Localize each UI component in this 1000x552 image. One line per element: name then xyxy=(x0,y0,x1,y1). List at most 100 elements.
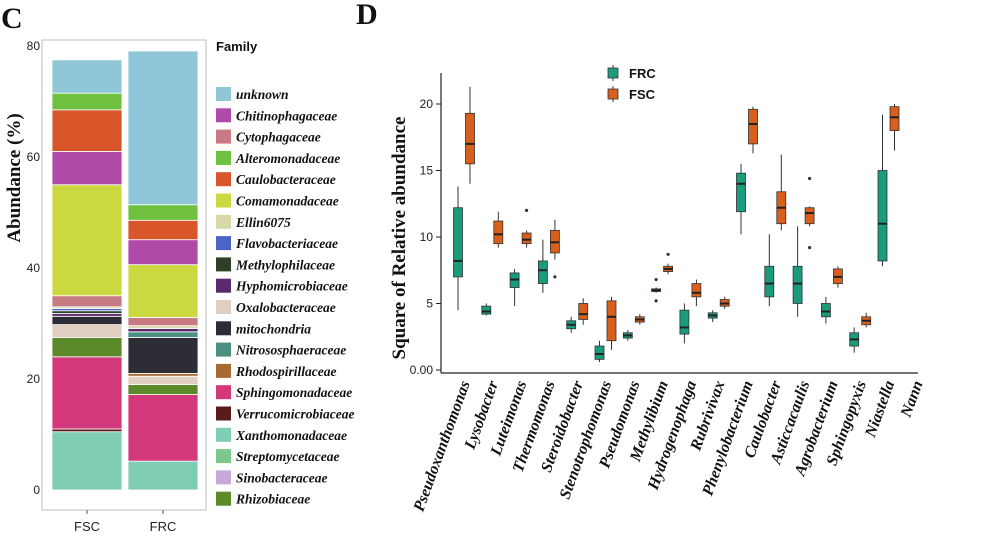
box-stenotrophomonas-frc xyxy=(594,345,605,360)
panel-d-y-tick-label: 10 xyxy=(420,230,434,244)
legend-label-unknown: unknown xyxy=(236,87,289,102)
legend-swatch-methylophilaceae xyxy=(216,257,231,272)
panel-d-letter: D xyxy=(356,0,378,31)
legend-label-streptomycetaceae: Streptomycetaceae xyxy=(236,449,339,464)
box-hydrogenophaga-frc xyxy=(679,309,690,335)
outlier-asticcacaulis-fsc xyxy=(808,176,812,181)
legend-label-comamonadaceae: Comamonadaceae xyxy=(236,194,339,209)
panel-c-y-tick-label: 0 xyxy=(33,483,40,497)
box-niastella-frc xyxy=(877,170,888,262)
box-lysobacter-fsc xyxy=(493,220,504,245)
box-luteimonas-fsc xyxy=(521,232,532,245)
legend-swatch-unknown xyxy=(216,87,231,101)
bar-segment-frc-sphingomonadaceae xyxy=(127,394,199,462)
box-agrobacterium-frc xyxy=(821,303,831,318)
legend-label-ellin6075: Ellin6075 xyxy=(235,215,291,230)
panel-c-letter: C xyxy=(1,2,23,35)
legend-label-rhizobiaceae: Rhizobiaceae xyxy=(235,492,310,507)
genus-label-nann: Nann xyxy=(897,378,926,420)
legend-label-cytophagaceae: Cytophagaceae xyxy=(236,130,321,145)
legend-label-flavobacteriaceae: Flavobacteriaceae xyxy=(235,236,338,251)
bar-segment-fsc-xanthomonadaceae xyxy=(51,431,123,491)
bar-segment-fsc-mitochondria xyxy=(51,315,123,326)
bar-segment-frc-oxalobacteraceae xyxy=(127,375,199,385)
legend-label-methylophilaceae: Methylophilaceae xyxy=(235,257,335,272)
legend-swatch-hyphomicrobiaceae xyxy=(216,278,231,293)
bar-segment-frc-rhodospirillaceae xyxy=(127,373,199,377)
panel-c-x-tick-label: FSC xyxy=(74,519,100,534)
bar-segment-fsc-hyphomicrobiaceae xyxy=(51,313,123,317)
bar-segment-fsc-verrucomicrobiaceae xyxy=(51,428,123,433)
panel-c-y-tick-label: 80 xyxy=(27,39,41,53)
panel-c-legend-title: Family xyxy=(216,39,258,54)
legend-swatch-streptomycetaceae xyxy=(216,449,231,464)
box-phenylobacterium-frc xyxy=(736,172,746,213)
bar-segment-frc-xanthomonadaceae xyxy=(127,460,199,491)
box-stenotrophomonas-fsc xyxy=(606,300,617,342)
bar-segment-frc-unknown xyxy=(127,50,199,206)
box-lysobacter-frc xyxy=(481,305,492,315)
bar-segment-frc-mitochondria xyxy=(127,336,199,374)
bar-segment-fsc-chitinophagaceae xyxy=(51,151,123,186)
legend-swatch-sinobacteraceae xyxy=(216,470,231,485)
legend-label-sphingomonadaceae: Sphingomonadaceae xyxy=(236,385,352,400)
panel-d-y-tick-label: 0.00 xyxy=(410,363,434,377)
legend-label-oxalobacteraceae: Oxalobacteraceae xyxy=(236,300,336,315)
box-pseudoxanthomonas-fsc xyxy=(465,112,475,165)
legend-swatch-rhodospirillaceae xyxy=(216,363,231,378)
panel-d-legend-key-fsc xyxy=(607,88,619,100)
outlier-luteimonas-fsc xyxy=(525,208,529,212)
bar-segment-frc-nitrososphaeraceae xyxy=(127,331,199,338)
legend-swatch-alteromonadaceae xyxy=(216,150,231,165)
panel-d-legend-key-frc xyxy=(607,67,619,79)
bar-segment-fsc-unknown xyxy=(51,59,123,94)
bar-segment-frc-chitinophagaceae xyxy=(127,239,199,266)
panel-c-stacked-bar-chart: Abundance (%) 0 20 40 60 80 FSC FRC Family un… xyxy=(4,39,354,534)
bar-segment-fsc-methylophilaceae xyxy=(51,310,123,314)
bar-segment-frc-alteromonadaceae xyxy=(127,204,199,221)
legend-label-rhodospirillaceae: Rhodospirillaceae xyxy=(235,364,337,379)
legend-swatch-comamonadaceae xyxy=(216,193,231,208)
bar-segment-fsc-sphingomonadaceae xyxy=(51,356,123,430)
panel-d-legend-label-fsc: FSC xyxy=(629,87,656,102)
outlier-thermomonas-fsc xyxy=(553,275,557,279)
panel-d-box-plot: Square of Relative abundance 0.00 5 10 15 20… xyxy=(389,65,927,515)
panel-d-y-tick-label: 20 xyxy=(420,97,434,111)
box-asticcacaulis-fsc xyxy=(804,207,815,225)
outlier-methylibium-frc xyxy=(654,299,658,303)
box-hydrogenophaga-fsc xyxy=(691,283,702,298)
bar-segment-fsc-caulobacteraceae xyxy=(51,109,123,152)
box-thermomonas-frc xyxy=(538,260,548,284)
outlier-asticcacaulis-fsc xyxy=(808,246,812,250)
panel-d-y-tick-label: 15 xyxy=(420,164,434,178)
legend-swatch-chitinophagaceae xyxy=(216,108,231,123)
box-steroidobacter-fsc xyxy=(578,303,589,320)
box-pseudoxanthomonas-frc xyxy=(453,207,463,278)
bar-segment-frc-cytophagaceae xyxy=(127,316,199,327)
legend-label-nitrososphaeraceae: Nitrososphaeraceae xyxy=(235,343,346,358)
panel-c-y-axis-title: Abundance (%) xyxy=(4,113,25,242)
legend-swatch-verrucomicrobiaceae xyxy=(216,406,231,421)
box-caulobacter-frc xyxy=(764,265,775,298)
legend-swatch-oxalobacteraceae xyxy=(216,300,231,314)
bar-segment-frc-comamonadaceae xyxy=(127,264,199,318)
bar-segment-fsc-rhizobiaceae xyxy=(51,336,123,358)
legend-label-mitochondria: mitochondria xyxy=(236,321,311,336)
legend-swatch-mitochondria xyxy=(216,321,231,336)
panel-c-y-tick-label: 60 xyxy=(27,150,41,164)
legend-swatch-caulobacteraceae xyxy=(216,172,231,187)
legend-label-hyphomicrobiaceae: Hyphomicrobiaceae xyxy=(235,279,348,294)
legend-swatch-nitrososphaeraceae xyxy=(216,342,231,357)
bar-segment-frc-hyphomicrobiaceae xyxy=(127,328,199,333)
bar-segment-fsc-comamonadaceae xyxy=(51,184,123,297)
panel-d-y-tick-label: 5 xyxy=(426,297,433,311)
bar-segment-frc-ellin6075 xyxy=(127,325,199,329)
legend-swatch-flavobacteriaceae xyxy=(216,236,231,251)
panel-c-y-tick-label: 20 xyxy=(27,372,41,386)
box-phenylobacterium-fsc xyxy=(748,108,758,145)
legend-swatch-xanthomonadaceae xyxy=(216,427,231,442)
bar-segment-frc-caulobacteraceae xyxy=(127,219,199,241)
outlier-methylibium-frc xyxy=(654,277,658,282)
legend-label-verrucomicrobiaceae: Verrucomicrobiaceae xyxy=(236,407,354,422)
